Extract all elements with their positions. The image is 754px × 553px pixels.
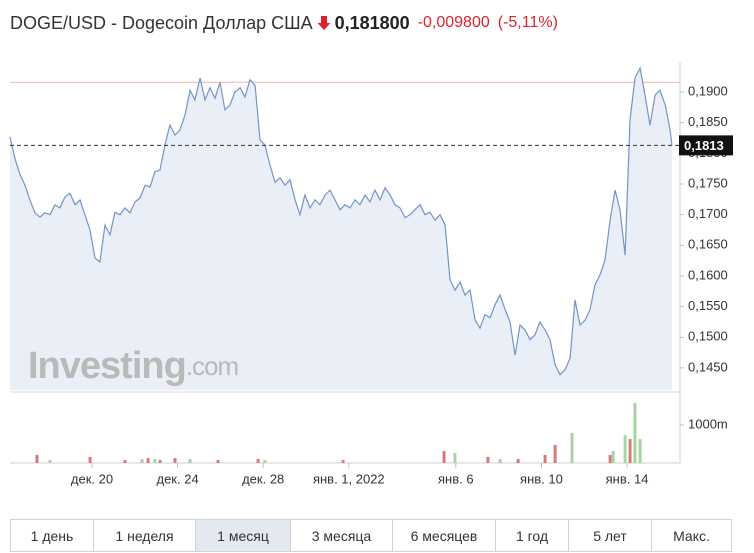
volume-bar — [153, 459, 157, 463]
volume-bar — [570, 432, 574, 463]
volume-bar — [633, 402, 637, 463]
volume-tick-label: 1000m — [688, 416, 728, 431]
volume-bar — [35, 455, 39, 463]
y-tick-label: 0,1650 — [688, 237, 728, 252]
watermark: Investing.com — [28, 345, 239, 387]
volume-bar — [611, 451, 615, 463]
volume-bar — [543, 455, 547, 463]
x-tick-label: янв. 10 — [520, 471, 563, 486]
range-button[interactable]: 1 день — [11, 520, 94, 551]
volume-bar — [173, 458, 177, 463]
y-tick-label: 0,1550 — [688, 298, 728, 313]
range-button[interactable]: 1 год — [496, 520, 569, 551]
change-pct: (-5,11%) — [497, 14, 558, 31]
volume-bar — [256, 459, 260, 463]
volume-bar — [48, 459, 52, 463]
y-tick-label: 0,1700 — [688, 206, 728, 221]
volume-bar — [486, 456, 490, 463]
range-button[interactable]: 6 месяцев — [393, 520, 496, 551]
volume-bar — [140, 459, 144, 463]
x-tick-label: дек. 20 — [71, 471, 113, 486]
watermark-suffix: .com — [186, 351, 238, 381]
volume-bar — [623, 435, 627, 463]
volume-bar — [453, 452, 457, 463]
volume-bar — [341, 459, 345, 463]
x-tick-label: янв. 14 — [606, 471, 649, 486]
range-button[interactable]: 5 лет — [569, 520, 652, 551]
volume-bar — [516, 459, 520, 463]
volume-bar — [263, 459, 267, 463]
range-button[interactable]: Макс. — [673, 527, 710, 544]
volume-bar — [188, 459, 192, 463]
volume-bar — [553, 444, 557, 463]
volume-bar — [498, 459, 502, 463]
title: DOGE/USD - Dogecoin Доллар США — [10, 12, 313, 33]
y-tick-label: 0,1600 — [688, 267, 728, 282]
watermark-brand: Investing.com — [28, 345, 238, 387]
y-tick-label: 0,1750 — [688, 175, 728, 190]
volume-bar — [146, 458, 150, 463]
range-button[interactable]: 3 месяца — [291, 520, 393, 551]
volume-bar — [216, 459, 220, 463]
y-tick-label: 0,1900 — [688, 83, 728, 98]
volume-bar — [442, 451, 446, 463]
volume-bar — [88, 456, 92, 463]
current-price-box — [679, 135, 733, 156]
price: 0,181800 — [334, 12, 410, 33]
y-tick-label: 0,1450 — [688, 359, 728, 374]
price-line — [9, 66, 673, 376]
header: DOGE/USD - Dogecoin Доллар США 0,181800 … — [10, 10, 558, 36]
x-tick-label: янв. 6 — [438, 471, 474, 486]
x-tick-label: янв. 1, 2022 — [313, 471, 385, 486]
volume-bar — [608, 455, 612, 463]
down-arrow — [317, 16, 331, 30]
chart: 0,1450 0,1500 0,1550 0,1600 0,1650 0,1700 0,17… — [9, 62, 733, 486]
volume-bar — [123, 459, 127, 463]
volume-bar — [158, 459, 162, 463]
x-tick-label: дек. 24 — [156, 471, 198, 486]
price-area — [10, 68, 672, 390]
volume-bar — [628, 439, 632, 463]
watermark-brand-text: Investing — [28, 345, 186, 387]
volume-bar — [638, 439, 642, 463]
y-tick-label: 0,1850 — [688, 114, 728, 129]
range-buttons: 1 день 1 неделя 1 месяц 3 месяца 6 месяцев 1 … — [10, 519, 732, 552]
x-tick-label: дек. 28 — [242, 471, 284, 486]
range-button[interactable]: 1 неделя — [94, 520, 196, 551]
range-button[interactable]: 1 месяц — [196, 520, 291, 551]
change: -0,009800 — [417, 14, 490, 31]
y-tick-label: 0,1500 — [688, 329, 728, 344]
current-price-label: 0,1813 — [684, 138, 724, 153]
